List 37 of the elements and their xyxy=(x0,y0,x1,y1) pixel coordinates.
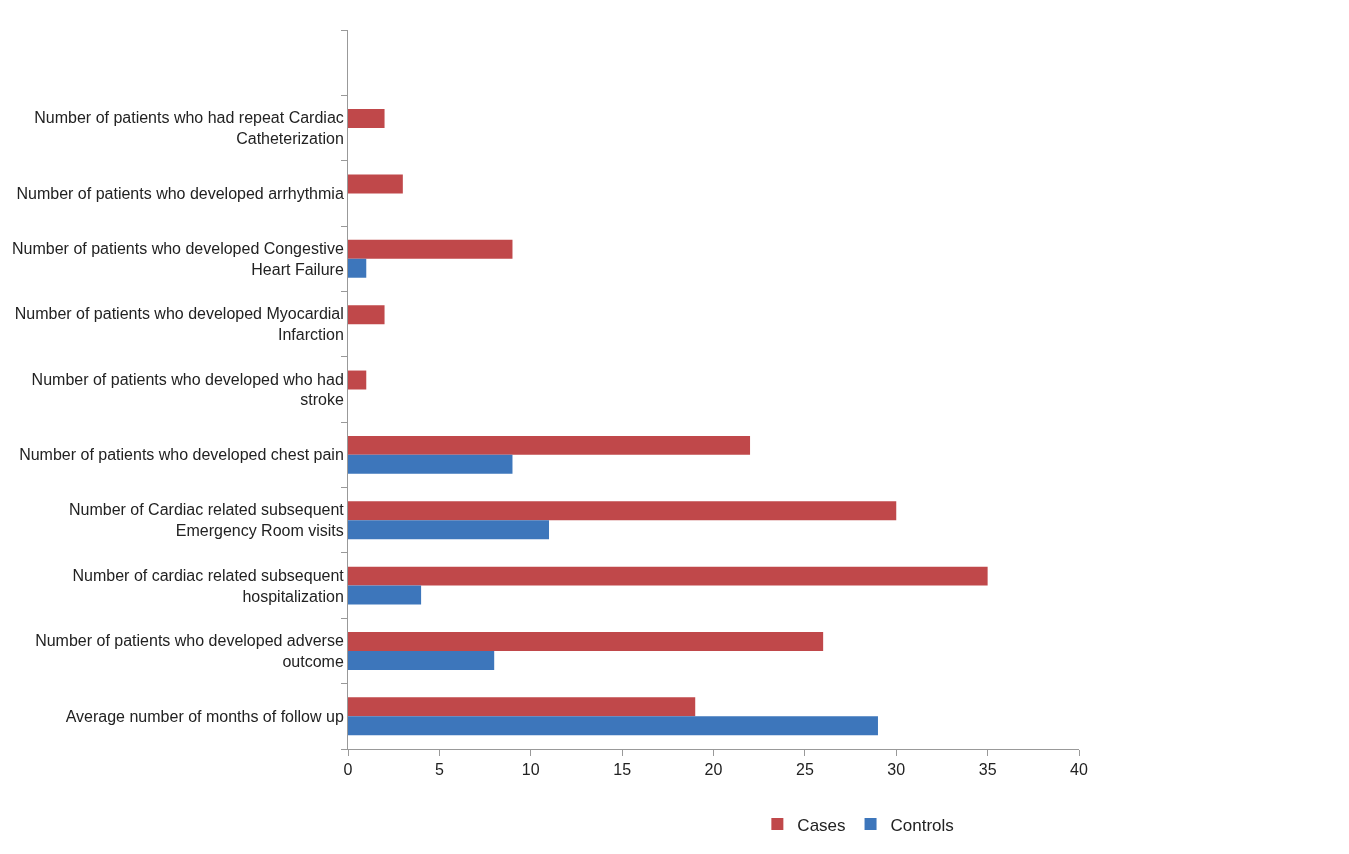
bar xyxy=(348,632,824,651)
bar xyxy=(348,520,550,540)
x-tick-label: 30 xyxy=(887,761,906,779)
bar xyxy=(348,585,422,605)
x-tick-label: 5 xyxy=(434,761,444,779)
x-tick-label: 40 xyxy=(1070,761,1088,779)
bar xyxy=(348,370,367,390)
y-tick-label: Number of cardiac related subsequent hospitalization xyxy=(72,566,345,605)
legend-label: Cases xyxy=(797,815,846,835)
bar xyxy=(348,174,403,194)
y-tick-label: Number of patients who developed adverse outcome xyxy=(35,632,344,670)
y-tick-label: Average number of months of follow up xyxy=(65,707,344,725)
y-tick-label: Number of patients who developed who had stroke xyxy=(31,370,344,409)
x-tick-label: 25 xyxy=(795,761,814,779)
bar xyxy=(348,239,513,259)
y-tick-label: Number of patients who developed Congestive Heart Failure xyxy=(12,239,344,278)
y-tick-label: Number of patients who had repeat Cardiac Catheterization xyxy=(34,109,344,148)
bar xyxy=(348,650,495,670)
x-tick-label: 15 xyxy=(613,761,632,779)
y-tick-label: Number of Cardiac related subsequent Emergency Room visits xyxy=(68,501,345,540)
bar xyxy=(348,454,513,474)
bar xyxy=(348,697,696,717)
x-tick-label: 0 xyxy=(343,761,353,779)
x-tick-label: 35 xyxy=(978,761,997,779)
bar xyxy=(348,258,367,278)
legend-label: Controls xyxy=(890,815,954,835)
bar xyxy=(348,435,751,455)
bar xyxy=(348,305,385,325)
bar xyxy=(348,109,385,129)
x-tick-label: 10 xyxy=(521,761,540,779)
y-tick-label: Number of patients who developed Myocardial Infarction xyxy=(14,305,344,344)
x-tick-label: 20 xyxy=(704,761,723,779)
bar xyxy=(348,501,897,521)
bar xyxy=(348,566,988,586)
y-tick-label: Number of patients who developed chest pain xyxy=(19,446,344,464)
bar xyxy=(348,716,878,736)
y-tick-label: Number of patients who developed arrhythmia xyxy=(16,185,344,203)
